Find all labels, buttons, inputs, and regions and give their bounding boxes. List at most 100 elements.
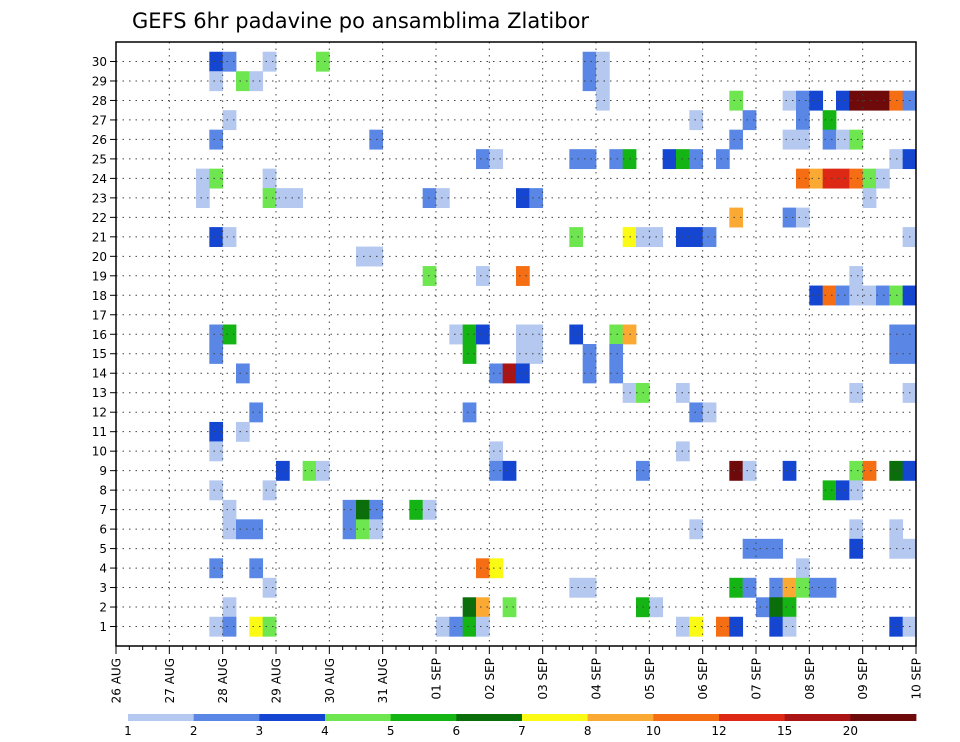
y-tick-label: 2 <box>99 601 107 615</box>
heatmap-cell <box>236 71 250 92</box>
y-tick-label: 22 <box>92 211 107 225</box>
colorbar-segment <box>653 714 720 721</box>
heatmap-cell <box>302 460 317 481</box>
heatmap-cell <box>582 71 597 92</box>
heatmap-cell <box>209 51 224 72</box>
heatmap-cell <box>262 168 277 189</box>
heatmap-cell <box>222 110 237 131</box>
x-tick-label: 27 AUG <box>163 658 177 703</box>
heatmap-cell <box>729 129 744 150</box>
heatmap-cell <box>702 402 717 423</box>
heatmap-cell <box>516 324 530 345</box>
heatmap-cell <box>836 285 850 306</box>
heatmap-cell <box>862 285 877 306</box>
y-tick-label: 24 <box>92 172 107 186</box>
heatmap-cell <box>209 324 224 345</box>
heatmap-cell <box>849 168 864 189</box>
heatmap-cell <box>689 227 704 247</box>
heatmap-cell <box>529 344 544 364</box>
heatmap-cell <box>222 51 237 72</box>
heatmap-cell <box>796 110 810 131</box>
colorbar-label: 3 <box>256 724 264 738</box>
colorbar-segment <box>193 714 260 721</box>
heatmap-cell <box>436 616 450 637</box>
heatmap-cell <box>729 207 744 228</box>
heatmap-cell <box>516 363 530 384</box>
heatmap-cell <box>342 519 357 540</box>
heatmap-cell <box>596 90 610 111</box>
heatmap-cell <box>462 324 477 345</box>
heatmap-cell <box>876 285 890 306</box>
heatmap-cell <box>476 324 490 345</box>
heatmap-cell <box>289 188 304 209</box>
heatmap-cell <box>849 285 864 306</box>
heatmap-cell <box>569 227 584 247</box>
colorbar-segment <box>522 714 589 721</box>
heatmap-cell <box>462 597 477 618</box>
y-axis-ticks: 1234567891011121314151617181920212223242… <box>92 55 116 634</box>
heatmap-cell <box>729 577 744 598</box>
heatmap-cell <box>489 558 504 579</box>
heatmap-cell <box>502 363 517 384</box>
heatmap-cell <box>422 266 437 286</box>
y-tick-label: 10 <box>92 445 107 459</box>
colorbar-label: 12 <box>711 724 726 738</box>
heatmap-cell <box>756 538 770 559</box>
heatmap-cell <box>236 519 250 540</box>
heatmap-cell <box>569 577 584 598</box>
heatmap-cell <box>822 129 837 150</box>
heatmap-cell <box>822 577 837 598</box>
x-tick-label: 06 SEP <box>696 658 710 700</box>
heatmap-cell <box>196 168 210 189</box>
colorbar-label: 2 <box>190 724 198 738</box>
heatmap-cell <box>462 344 477 364</box>
heatmap-cell <box>702 227 717 247</box>
heatmap-cell <box>782 129 797 150</box>
colorbar-label: 8 <box>584 724 592 738</box>
heatmap-cell <box>209 129 224 150</box>
heatmap-cell <box>222 227 237 247</box>
colorbar-label: 10 <box>646 724 661 738</box>
heatmap-cell <box>862 460 877 481</box>
colorbar-segment <box>325 714 392 721</box>
heatmap-cell <box>782 616 797 637</box>
y-tick-label: 5 <box>99 542 107 556</box>
heatmap-cell <box>782 460 797 481</box>
y-tick-label: 4 <box>99 562 107 576</box>
x-tick-label: 10 SEP <box>910 658 924 700</box>
heatmap-cell <box>769 577 784 598</box>
heatmap-cell <box>742 538 757 559</box>
x-tick-label: 07 SEP <box>750 658 764 700</box>
heatmap-cell <box>489 460 504 481</box>
colorbar-segment <box>128 714 195 721</box>
x-tick-label: 08 SEP <box>803 658 817 700</box>
heatmap-cell <box>209 480 224 501</box>
heatmap-cell <box>516 344 530 364</box>
x-tick-label: 29 AUG <box>270 658 284 703</box>
y-tick-label: 8 <box>99 484 107 498</box>
y-tick-label: 30 <box>92 55 107 69</box>
heatmap-cell <box>782 207 797 228</box>
colorbar-segment <box>587 714 654 721</box>
heatmap-cell <box>742 110 757 131</box>
y-tick-label: 9 <box>99 464 107 478</box>
heatmap-cell <box>276 460 290 481</box>
heatmap-cell <box>249 558 264 579</box>
y-tick-label: 29 <box>92 74 107 88</box>
heatmap-cell <box>796 207 810 228</box>
heatmap-cell <box>582 344 597 364</box>
x-tick-label: 03 SEP <box>536 658 550 700</box>
colorbar-label: 7 <box>518 724 526 738</box>
heatmap-cell <box>222 597 237 618</box>
heatmap-cell <box>796 558 810 579</box>
heatmap-cell <box>449 324 464 345</box>
heatmap-cell <box>462 402 477 423</box>
x-tick-label: 26 AUG <box>110 658 124 703</box>
heatmap-cell <box>716 616 730 637</box>
heatmap-cell <box>262 480 277 501</box>
heatmap-cell <box>609 363 624 384</box>
heatmap-cell <box>796 577 810 598</box>
heatmap-cell <box>529 188 544 209</box>
y-tick-label: 6 <box>99 523 107 537</box>
